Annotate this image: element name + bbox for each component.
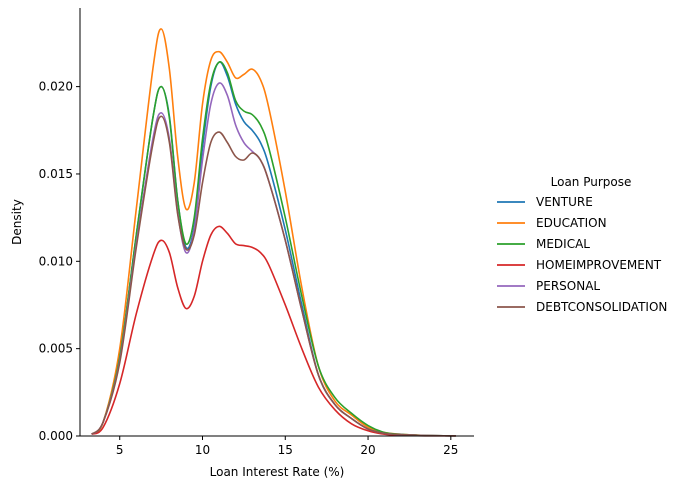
series-line-homeimprovement — [91, 225, 456, 437]
legend-label: VENTURE — [536, 195, 593, 209]
y-tick-label: 0.005 — [39, 342, 73, 356]
y-tick-label: 0.015 — [39, 167, 73, 181]
x-tick-label: 15 — [278, 443, 293, 457]
x-tick-label: 20 — [360, 443, 375, 457]
legend-title: Loan Purpose — [551, 175, 632, 189]
legend-item: EDUCATION — [497, 216, 607, 230]
x-tick-label: 5 — [116, 443, 124, 457]
plot-lines — [91, 28, 456, 437]
y-tick-label: 0.000 — [39, 429, 73, 443]
x-tick-label: 25 — [443, 443, 458, 457]
series-line-personal — [91, 82, 456, 437]
legend-item: MEDICAL — [497, 237, 590, 251]
series-line-education — [91, 28, 456, 437]
legend-label: PERSONAL — [536, 279, 600, 293]
legend-item: DEBTCONSOLIDATION — [497, 300, 667, 314]
legend-label: HOMEIMPROVEMENT — [536, 258, 662, 272]
legend-label: MEDICAL — [536, 237, 590, 251]
y-tick-label: 0.010 — [39, 254, 73, 268]
legend-label: EDUCATION — [536, 216, 607, 230]
legend-item: PERSONAL — [497, 279, 600, 293]
y-ticks: 0.000 0.005 0.010 0.015 0.020 — [39, 80, 80, 443]
legend-item: VENTURE — [497, 195, 593, 209]
legend-items: VENTURE EDUCATION MEDICAL HOMEIMPROVEMENT PE… — [497, 195, 667, 314]
x-tick-label: 10 — [195, 443, 210, 457]
x-axis-label: Loan Interest Rate (%) — [210, 465, 345, 479]
x-ticks: 5 10 15 20 25 — [116, 436, 458, 457]
legend-label: DEBTCONSOLIDATION — [536, 300, 667, 314]
y-tick-label: 0.020 — [39, 80, 73, 94]
series-line-medical — [91, 61, 456, 437]
legend: Loan Purpose VENTURE EDUCATION MEDICAL HOME… — [497, 175, 667, 314]
series-line-debtconsolidation — [91, 115, 456, 437]
y-axis-label: Density — [10, 199, 24, 245]
legend-item: HOMEIMPROVEMENT — [497, 258, 662, 272]
